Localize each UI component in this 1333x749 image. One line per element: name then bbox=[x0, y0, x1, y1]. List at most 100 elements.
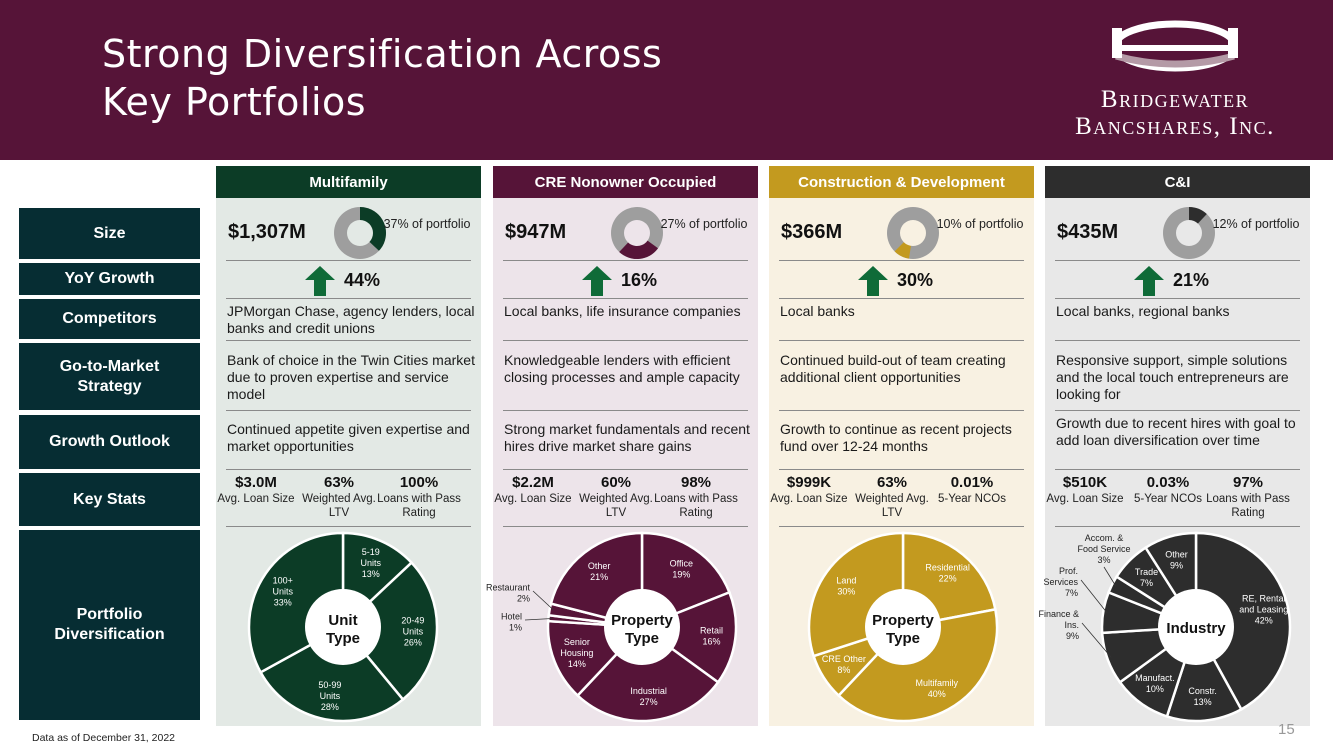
divider bbox=[779, 410, 1024, 411]
outlook-text: Growth due to recent hires with goal to … bbox=[1056, 415, 1296, 448]
portfolio-share-text: 27% of portfolio bbox=[660, 217, 748, 231]
competitors-text: JPMorgan Chase, agency lenders, local ba… bbox=[227, 303, 475, 336]
key-stat: 0.01% 5-Year NCOs bbox=[929, 474, 1015, 506]
logo-emblem-icon bbox=[1110, 20, 1240, 72]
footnote: Data as of December 31, 2022 bbox=[32, 732, 176, 744]
strategy-text: Knowledgeable lenders with efficient clo… bbox=[504, 352, 740, 385]
panel-header: C&I bbox=[1045, 166, 1310, 199]
yoy-growth-value: 30% bbox=[897, 270, 934, 290]
row-label-size: Size bbox=[19, 208, 200, 259]
divider bbox=[503, 340, 748, 341]
page-title-line-2: Key Portfolios bbox=[102, 80, 367, 124]
growth-up-arrow-icon bbox=[1134, 266, 1164, 296]
key-stat-value: 97% bbox=[1232, 474, 1264, 491]
divider bbox=[1055, 298, 1300, 299]
logo-name-line-1: Bridgewater bbox=[1100, 86, 1250, 113]
key-stat-value: 60% bbox=[600, 474, 632, 491]
key-stat-label: Avg. Loan Size bbox=[770, 493, 848, 505]
key-stat: 98% Loans with Pass Rating bbox=[653, 474, 739, 520]
key-stat: 0.03% 5-Year NCOs bbox=[1125, 474, 1211, 506]
growth-up-arrow-icon bbox=[305, 266, 335, 296]
panel-header: Multifamily bbox=[216, 166, 481, 199]
divider bbox=[779, 298, 1024, 299]
page-title: Strong Diversification Across Key Portfo… bbox=[102, 30, 662, 126]
portfolio-share-slice bbox=[619, 233, 659, 259]
key-stat: 60% Weighted Avg. LTV bbox=[573, 474, 659, 520]
growth-up-arrow-icon bbox=[858, 266, 888, 296]
key-stat: $510K Avg. Loan Size bbox=[1042, 474, 1128, 506]
divider bbox=[1055, 469, 1300, 470]
key-stat-label: Loans with Pass Rating bbox=[1206, 493, 1290, 519]
size-amount: $435M bbox=[1057, 221, 1119, 243]
competitors-text: Local banks, life insurance companies bbox=[504, 303, 741, 319]
size-amount: $366M bbox=[781, 221, 843, 243]
key-stat-label: Avg. Loan Size bbox=[217, 493, 295, 505]
key-stat-value: $3.0M bbox=[235, 474, 277, 491]
row-label-growth-outlook: Growth Outlook bbox=[19, 415, 200, 469]
company-logo: Bridgewater Bancshares, Inc. bbox=[1060, 14, 1290, 144]
portfolio-share-donut bbox=[1163, 207, 1215, 259]
key-stat-value: $2.2M bbox=[512, 474, 554, 491]
divider bbox=[779, 260, 1024, 261]
key-stat: 97% Loans with Pass Rating bbox=[1205, 474, 1291, 520]
size-amount: $947M bbox=[505, 221, 567, 243]
outlook-text: Strong market fundamentals and recent hi… bbox=[504, 421, 750, 454]
key-stat-label: Weighted Avg. LTV bbox=[579, 493, 653, 519]
row-label-competitors: Competitors bbox=[19, 299, 200, 339]
divider bbox=[779, 340, 1024, 341]
divider bbox=[226, 298, 471, 299]
key-stat-value: 0.01% bbox=[950, 474, 994, 491]
key-stat-value: 0.03% bbox=[1146, 474, 1190, 491]
key-stat-label: Weighted Avg. LTV bbox=[302, 493, 376, 519]
key-stat-value: 63% bbox=[876, 474, 908, 491]
key-stat-label: 5-Year NCOs bbox=[938, 493, 1006, 505]
growth-up-arrow-icon bbox=[582, 266, 612, 296]
competitors-text: Local banks bbox=[780, 303, 855, 319]
page-title-line-1: Strong Diversification Across bbox=[102, 32, 663, 76]
divider bbox=[503, 410, 748, 411]
key-stat-value: $999K bbox=[786, 474, 832, 491]
key-stat: 63% Weighted Avg. LTV bbox=[296, 474, 382, 520]
portfolio-share-donut bbox=[887, 207, 939, 259]
portfolio-share-text: 10% of portfolio bbox=[936, 217, 1024, 231]
portfolio-share-donut bbox=[334, 207, 386, 259]
row-label-portfolio-diversification: Portfolio Diversification bbox=[19, 530, 200, 720]
key-stat-label: Avg. Loan Size bbox=[1046, 493, 1124, 505]
yoy-growth-value: 16% bbox=[621, 270, 658, 290]
portfolio-share-slice bbox=[360, 207, 386, 251]
key-stat-value: $510K bbox=[1062, 474, 1108, 491]
title-banner: Strong Diversification Across Key Portfo… bbox=[0, 0, 1333, 160]
key-stat-value: 100% bbox=[399, 474, 439, 491]
divider bbox=[779, 526, 1024, 527]
divider bbox=[226, 340, 471, 341]
key-stat: $2.2M Avg. Loan Size bbox=[490, 474, 576, 506]
row-label-yoy-growth: YoY Growth bbox=[19, 263, 200, 295]
panel-header: Construction & Development bbox=[769, 166, 1034, 199]
strategy-text: Continued build-out of team creating add… bbox=[780, 352, 1006, 385]
key-stat: $3.0M Avg. Loan Size bbox=[213, 474, 299, 506]
yoy-growth-value: 21% bbox=[1173, 270, 1210, 290]
divider bbox=[503, 260, 748, 261]
key-stat: 63% Weighted Avg. LTV bbox=[849, 474, 935, 520]
divider bbox=[1055, 260, 1300, 261]
outlook-text: Growth to continue as recent projects fu… bbox=[780, 421, 1012, 454]
divider bbox=[226, 469, 471, 470]
divider bbox=[226, 410, 471, 411]
divider bbox=[779, 469, 1024, 470]
logo-name-line-2: Bancshares, Inc. bbox=[1075, 113, 1275, 140]
key-stat-label: Loans with Pass Rating bbox=[654, 493, 738, 519]
divider bbox=[1055, 526, 1300, 527]
size-amount: $1,307M bbox=[228, 221, 306, 243]
key-stat-label: Loans with Pass Rating bbox=[377, 493, 461, 519]
divider bbox=[503, 526, 748, 527]
divider bbox=[1055, 340, 1300, 341]
key-stat-value: 63% bbox=[323, 474, 355, 491]
strategy-text: Responsive support, simple solutions and… bbox=[1056, 352, 1289, 402]
key-stat: $999K Avg. Loan Size bbox=[766, 474, 852, 506]
key-stat-label: Avg. Loan Size bbox=[494, 493, 572, 505]
portfolio-share-donut bbox=[611, 207, 663, 259]
row-label-go-to-market: Go-to-Market Strategy bbox=[19, 343, 200, 410]
row-label-key-stats: Key Stats bbox=[19, 473, 200, 526]
panel-header: CRE Nonowner Occupied bbox=[493, 166, 758, 199]
portfolio-share-text: 12% of portfolio bbox=[1212, 217, 1300, 231]
